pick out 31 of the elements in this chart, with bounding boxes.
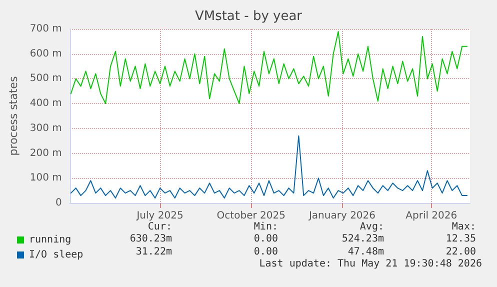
text: 12.35 — [446, 234, 476, 244]
y-tick-label: 0 — [56, 198, 62, 208]
text: 0.00 — [254, 246, 278, 258]
y-tick-label: 500 m — [30, 73, 62, 84]
x-tick-label: October 2025 — [216, 210, 286, 222]
x-tick-label: April 2026 — [406, 210, 458, 222]
y-tick-label: 700 m — [30, 24, 62, 34]
y-tick-label: 300 m — [30, 122, 62, 134]
legend-label: running — [29, 234, 72, 246]
chart-title: VMstat - by year — [194, 9, 303, 24]
text: Min: — [254, 222, 278, 232]
text: Max: — [452, 222, 476, 232]
y-tick-label: 400 m — [30, 98, 62, 110]
text: 0.00 — [254, 234, 278, 244]
y-tick-label: 200 m — [30, 148, 62, 159]
text: 31.22m — [136, 246, 172, 258]
text: 22.00 — [446, 246, 476, 258]
text: Cur: — [148, 222, 172, 232]
y-tick-label: 100 m — [30, 172, 62, 184]
y-tick-label: 600 m — [30, 48, 62, 60]
y-axis-title: process states — [7, 76, 20, 156]
legend-label: I/O sleep — [29, 250, 84, 260]
text: Avg: — [360, 222, 384, 232]
x-tick-label: July 2025 — [136, 210, 184, 222]
x-tick-label: January 2026 — [308, 210, 376, 222]
text: 47.48m — [348, 246, 384, 258]
text: 630.23m — [130, 234, 172, 244]
line-series — [70, 30, 468, 104]
line-series — [70, 135, 468, 199]
text: Last update: Thu May 21 19:30:48 2026 — [259, 258, 482, 270]
text: 524.23m — [342, 234, 384, 244]
